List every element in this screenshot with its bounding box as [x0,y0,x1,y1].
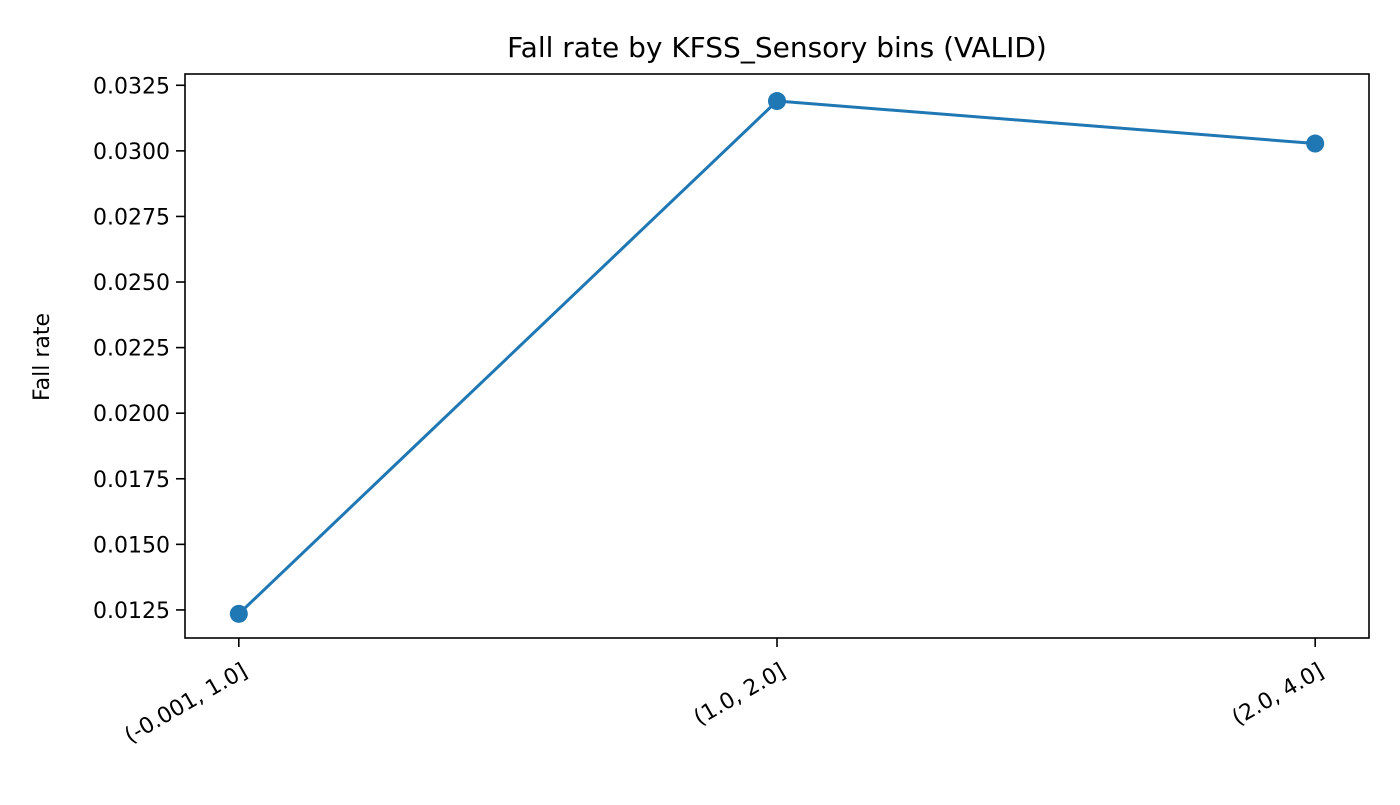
data-point [229,604,248,623]
y-tick-label: 0.0200 [93,402,170,427]
y-tick-label: 0.0150 [93,533,170,558]
x-tick-label: (2.0, 4.0] [1228,659,1328,731]
y-tick-label: 0.0175 [93,468,170,493]
y-tick-label: 0.0300 [93,140,170,165]
series-line [237,99,1316,615]
plot-area: 0.0125 0.0150 0.0175 0.0200 0.0225 0.0250 0.02… [93,73,1370,749]
x-tick-label: (-0.001, 1.0] [121,659,252,749]
y-tick-label: 0.0250 [93,271,170,296]
y-axis-label: Fall rate [30,313,55,401]
plot-frame [184,73,1370,639]
y-tick-label: 0.0125 [93,599,170,624]
y-tick-label: 0.0275 [93,205,170,230]
chart-title: Fall rate by KFSS_Sensory bins (VALID) [507,31,1047,64]
x-tick-label: (1.0, 2.0] [690,659,790,731]
data-point [768,92,786,111]
data-point [1306,134,1325,153]
y-tick-label: 0.0225 [93,337,170,362]
y-tick-label: 0.0325 [93,74,170,99]
